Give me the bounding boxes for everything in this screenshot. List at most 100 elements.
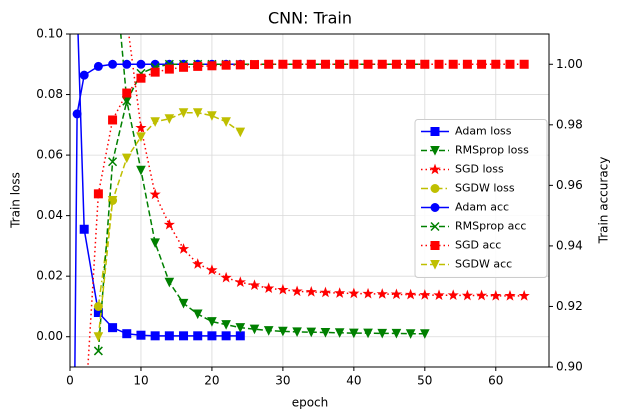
marker (319, 286, 332, 298)
marker (462, 59, 472, 69)
marker (150, 67, 160, 77)
marker (405, 329, 416, 339)
marker (334, 328, 345, 338)
marker (93, 189, 103, 199)
marker (248, 279, 261, 291)
marker (429, 163, 441, 175)
marker (291, 285, 303, 297)
legend-label: RMSprop loss (455, 144, 529, 157)
marker (164, 277, 175, 288)
marker (461, 289, 473, 301)
x-tick-label: 40 (346, 374, 361, 388)
legend-label: SGDW acc (455, 258, 512, 271)
marker (430, 184, 440, 193)
marker (123, 14, 131, 22)
marker (136, 59, 146, 69)
marker (178, 108, 189, 118)
marker (221, 320, 231, 330)
marker (320, 327, 331, 338)
marker (136, 73, 146, 83)
marker (249, 324, 260, 335)
y-tick-label: 0.00 (36, 329, 63, 343)
marker (192, 108, 203, 118)
marker (390, 288, 403, 300)
marker (79, 224, 89, 234)
marker (221, 117, 231, 127)
marker (122, 88, 132, 98)
marker (264, 59, 274, 69)
marker (221, 60, 231, 70)
legend-label: SGD acc (455, 239, 501, 252)
legend-label: Adam loss (455, 125, 512, 138)
marker (320, 59, 330, 69)
marker (207, 111, 217, 121)
marker (164, 64, 174, 74)
x-tick-label: 50 (417, 374, 432, 388)
y-tick-label: 0.06 (36, 148, 63, 162)
marker (207, 61, 217, 71)
marker (305, 286, 317, 297)
marker (362, 287, 374, 299)
marker (250, 60, 260, 70)
marker (349, 59, 359, 69)
marker (475, 289, 488, 301)
marker (434, 59, 444, 69)
marker (278, 326, 288, 337)
marker (419, 289, 431, 300)
marker (150, 238, 160, 248)
marker (234, 276, 246, 287)
marker (430, 127, 440, 136)
y-tick-label: 0.04 (36, 208, 63, 222)
marker (377, 328, 388, 339)
marker (122, 59, 132, 69)
marker (73, 0, 81, 8)
marker (135, 121, 147, 133)
marker (72, 109, 82, 119)
marker (349, 328, 359, 339)
marker (193, 61, 203, 71)
marker (447, 289, 459, 301)
y2-tick-label: 1.00 (556, 57, 583, 71)
legend: Adam loss RMSprop loss SGD loss SGDW loss Ad… (414, 119, 548, 278)
x-tick-label: 60 (488, 374, 503, 388)
marker (121, 153, 132, 164)
marker (420, 329, 430, 339)
marker (490, 289, 502, 301)
marker (278, 59, 288, 69)
marker (235, 331, 245, 341)
marker (477, 59, 487, 69)
marker (136, 330, 146, 340)
y-tick-label: 0.08 (36, 87, 63, 101)
marker (518, 289, 530, 301)
marker (150, 117, 160, 127)
y2-tick-label: 0.90 (556, 360, 583, 374)
y2-axis-label: Train accuracy (597, 157, 611, 245)
marker (93, 61, 103, 71)
marker (433, 289, 445, 301)
marker (430, 146, 440, 156)
marker (235, 323, 246, 333)
marker (108, 115, 118, 125)
marker (136, 132, 146, 143)
marker (207, 331, 217, 341)
marker (430, 221, 440, 232)
y-axis-label: Train loss (9, 172, 23, 229)
marker (192, 258, 204, 269)
marker (107, 196, 118, 206)
y2-tick-label: 0.92 (556, 299, 583, 313)
marker (519, 59, 529, 69)
legend-label: RMSprop acc (455, 220, 526, 233)
marker (306, 59, 316, 69)
marker (220, 271, 232, 283)
marker (430, 260, 440, 270)
legend-label: SGDW loss (455, 182, 515, 195)
marker (335, 59, 345, 69)
x-tick-label: 30 (275, 374, 290, 388)
y2-tick-label: 0.96 (556, 178, 583, 192)
marker (292, 327, 302, 338)
y-tick-label: 0.02 (36, 269, 63, 283)
marker (149, 188, 161, 200)
marker (277, 283, 289, 295)
